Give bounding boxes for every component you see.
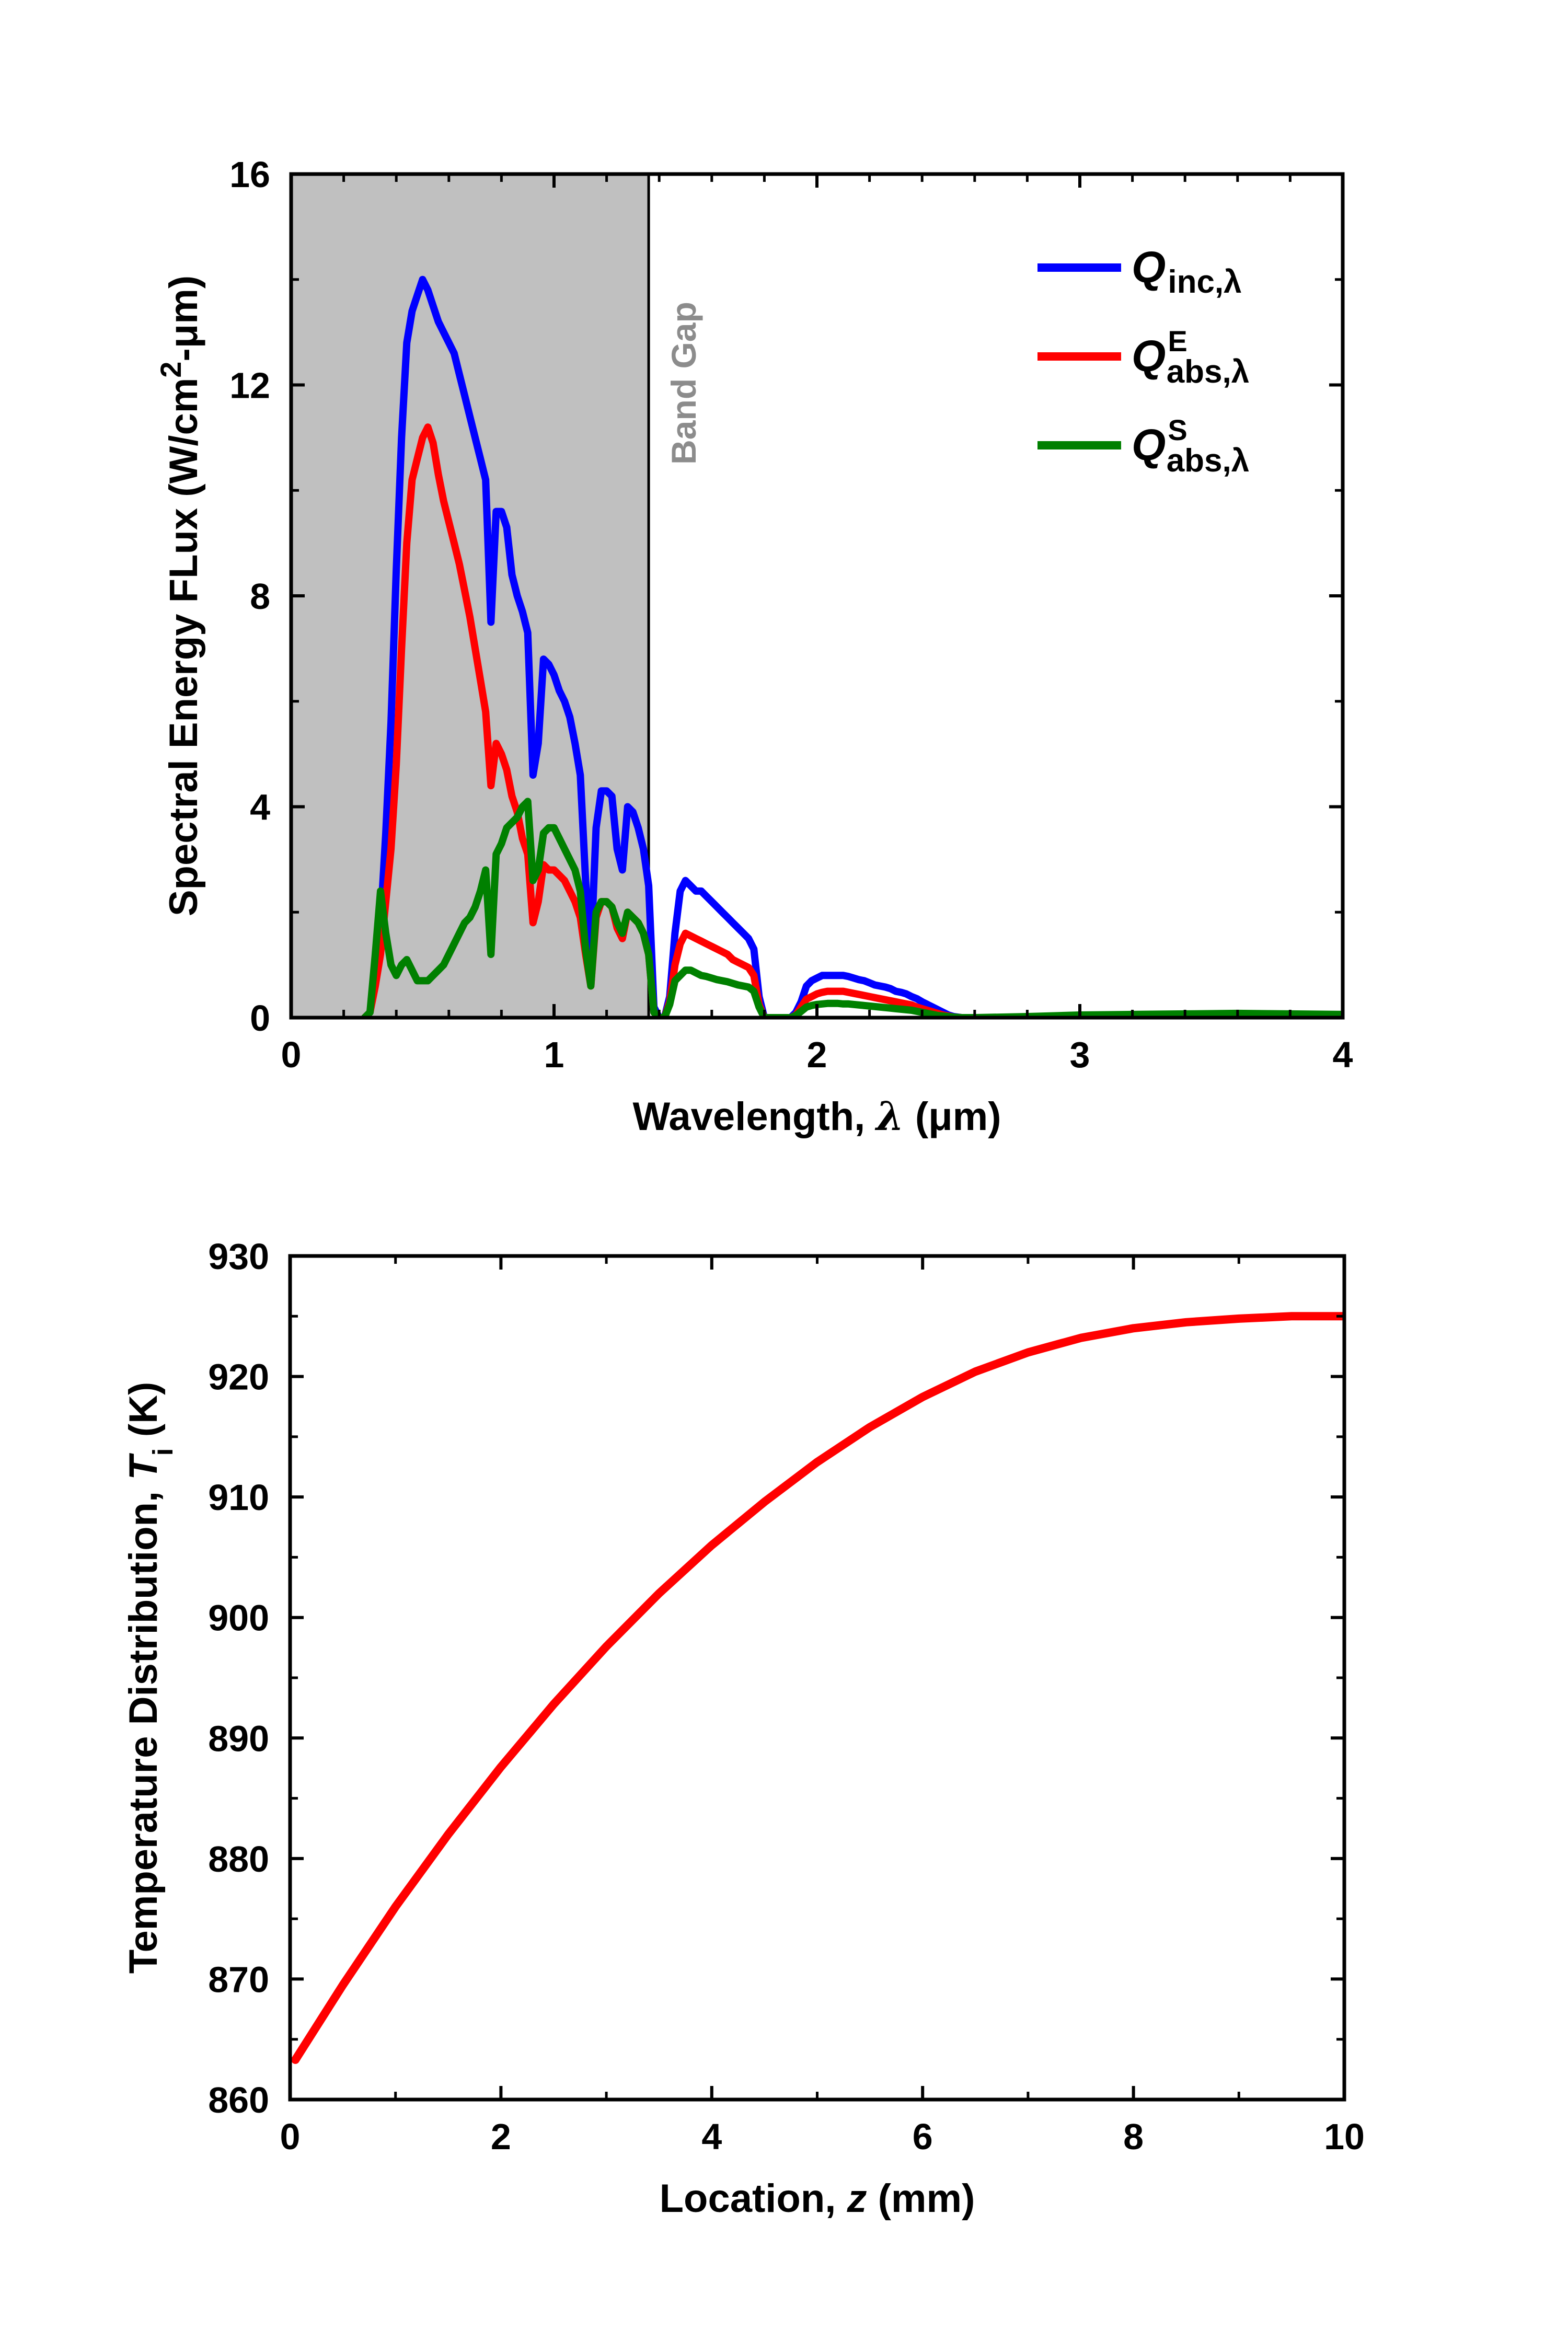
legend-label-1: QE abs,λ — [1132, 325, 1249, 390]
y-tick-label: 16 — [229, 154, 270, 195]
x-axis-title-unit: (mm) — [867, 2176, 975, 2221]
y-axis-title-tail: -μm) — [162, 275, 206, 362]
y-tick-label: 890 — [208, 1718, 269, 1759]
y-tick-label: 12 — [229, 365, 270, 406]
y-axis-title-main: Spectral Energy FLux (W/cm — [162, 378, 206, 916]
x-axis-title-main: Wavelength, — [632, 1094, 876, 1139]
temperature-chart: 0 2 4 6 8 10 860 870 880 890 900 910 920 930 Location… — [121, 1236, 1365, 2221]
y-tick-label: 900 — [208, 1598, 269, 1639]
y-axis-title-main: Temperature Distribution, — [121, 1480, 166, 1974]
temperature-x-axis-title: Location, z (mm) — [660, 2176, 975, 2221]
series-line-0 — [291, 1312, 1344, 2064]
x-tick-label: 0 — [280, 2116, 301, 2157]
x-axis-title-unit: (μm) — [904, 1094, 1001, 1139]
x-axis-title-variable: λ — [874, 1093, 904, 1139]
x-tick-label: 2 — [807, 1034, 827, 1075]
y-tick-label: 860 — [208, 2080, 269, 2120]
series-line-1 — [361, 423, 1343, 1018]
spectrum-series-group — [361, 275, 1343, 1018]
x-tick-label: 4 — [701, 2116, 722, 2157]
temperature-axis-ticks: 0 2 4 6 8 10 860 870 880 890 900 910 920 930 — [208, 1236, 1365, 2157]
temperature-series-group — [291, 1312, 1344, 2064]
x-tick-label: 0 — [281, 1034, 302, 1075]
y-tick-label: 0 — [250, 998, 270, 1039]
y-axis-title-unit: (K) — [121, 1382, 166, 1448]
x-tick-label: 3 — [1070, 1034, 1090, 1075]
spectrum-y-axis-title: Spectral Energy FLux (W/cm2-μm) — [154, 275, 206, 916]
temperature-plot-frame — [288, 1254, 1346, 2102]
y-tick-label: 870 — [208, 1959, 269, 2000]
band-gap-label: Band Gap — [664, 302, 703, 465]
y-tick-label: 920 — [208, 1357, 269, 1398]
x-tick-label: 6 — [913, 2116, 933, 2157]
x-tick-label: 10 — [1324, 2116, 1365, 2157]
legend-label-2: QS abs,λ — [1132, 413, 1249, 479]
y-tick-label: 8 — [250, 576, 270, 617]
spectrum-x-axis-title: Wavelength, λ (μm) — [632, 1093, 1001, 1139]
x-tick-label: 4 — [1333, 1034, 1353, 1075]
spectrum-legend: Qinc,λ QE abs,λ QS abs,λ — [1037, 243, 1249, 479]
temperature-y-axis-title: Temperature Distribution, Ti (K) — [121, 1382, 179, 1974]
y-axis-title-variable: T — [121, 1453, 166, 1480]
series-line-2 — [361, 798, 1343, 1018]
y-tick-label: 910 — [208, 1477, 269, 1518]
x-tick-label: 8 — [1123, 2116, 1144, 2157]
y-tick-label: 930 — [208, 1236, 269, 1277]
y-tick-label: 880 — [208, 1839, 269, 1880]
y-tick-label: 4 — [250, 787, 270, 828]
y-axis-title-superscript: 2 — [154, 362, 187, 378]
x-tick-label: 1 — [544, 1034, 564, 1075]
spectrum-plot-frame — [289, 172, 1345, 1020]
x-axis-title-variable: z — [847, 2176, 867, 2221]
y-axis-title-subscript: i — [147, 1448, 179, 1456]
legend-label-0: Qinc,λ — [1132, 243, 1242, 300]
x-axis-title-main: Location, — [660, 2176, 847, 2221]
series-line-0 — [361, 275, 1343, 1018]
x-tick-label: 2 — [491, 2116, 511, 2157]
